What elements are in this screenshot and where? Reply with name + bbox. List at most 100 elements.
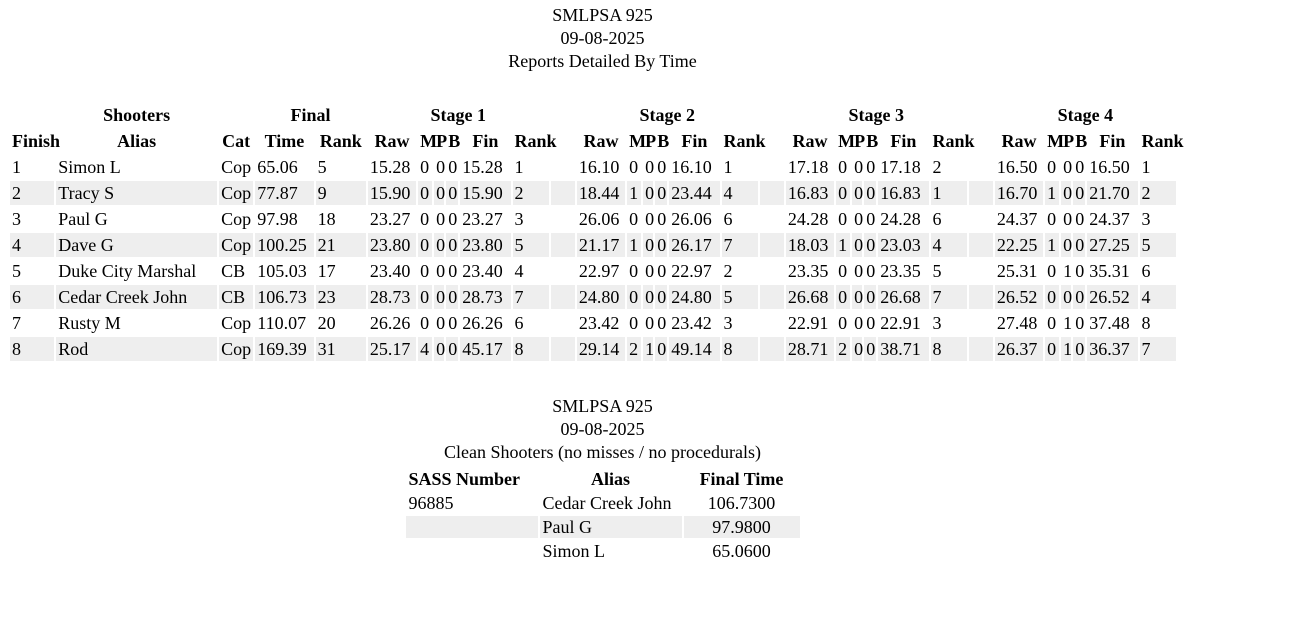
stage-b-column-header: B [866, 131, 879, 151]
stage-fin-column-header: Fin [1099, 131, 1126, 151]
stage-raw-cell: 16.83 [785, 181, 835, 205]
stage-bonus-cell: 0 [448, 261, 458, 281]
stage-gap-spacer [551, 103, 575, 127]
stage-bonus-cell: 0 [657, 261, 667, 281]
stage-fin-column-header: Fin [681, 131, 708, 151]
stage-gap-spacer [760, 155, 784, 179]
stage-bonus-cell: 0 [446, 337, 459, 361]
stage-miss-cell: 0 [838, 261, 848, 281]
stage-rank-column-header: Rank [514, 131, 557, 151]
stage-raw-cell: 22.97 [578, 261, 620, 281]
stage-raw-column-header: Raw [1001, 131, 1037, 151]
stage-final-cell: 24.80 [669, 285, 720, 309]
stage-miss-cell: 0 [629, 261, 639, 281]
stage-group-header: Stage 1 [430, 105, 487, 125]
shooters-group-header: Shooters [103, 105, 171, 125]
clean-shooters-table: SASS Number Alias Final Time 96885 Cedar … [404, 466, 802, 564]
stage-miss-cell: 0 [418, 181, 433, 205]
final-time-cell: 100.25 [255, 233, 314, 257]
shooter-row: 6 Cedar Creek John CB 106.73 23 28.73 0 0 0 28.73… [10, 285, 1176, 309]
alias-cell: Paul G [58, 209, 108, 229]
stage-procedural-cell: 0 [852, 337, 864, 361]
stage-gap-spacer [759, 285, 784, 309]
shooter-row: 2 Tracy S Cop 77.87 9 15.90 0 0 0 15.90 2 18.44 1 0 0 2… [10, 181, 1176, 205]
stage-gap-spacer [759, 181, 784, 205]
finish-cell: 8 [10, 337, 55, 361]
stage-gap-spacer [550, 233, 575, 257]
clean-final-time-cell: 97.9800 [683, 516, 800, 538]
stage-bonus-cell: 0 [1073, 181, 1086, 205]
stage-bonus-cell: 0 [1073, 233, 1086, 257]
stage-procedural-cell: 0 [852, 181, 864, 205]
stage-miss-cell: 0 [838, 157, 848, 177]
stage-procedural-cell: 0 [434, 181, 446, 205]
stage-procedural-cell: 0 [854, 261, 864, 281]
alias-cell: Simon L [58, 157, 121, 177]
stage-rank-cell: 4 [514, 261, 524, 281]
stage-raw-cell: 24.28 [787, 209, 829, 229]
stage-gap-spacer [551, 207, 575, 231]
stage-miss-cell: 0 [629, 157, 639, 177]
stage-gap-spacer [968, 285, 993, 309]
stage-bonus-cell: 0 [866, 157, 876, 177]
stage-gap-spacer [969, 259, 993, 283]
report-title-block: SMLPSA 925 09-08-2025 Reports Detailed B… [8, 4, 1197, 73]
stage-rank-cell: 1 [723, 157, 733, 177]
stage-bonus-cell: 0 [448, 313, 458, 333]
stage-miss-cell: 0 [838, 209, 848, 229]
stage-gap-spacer [969, 103, 993, 127]
alias-cell: Cedar Creek John [56, 285, 218, 309]
stage-rank-cell: 5 [1139, 233, 1176, 257]
stage-rank-cell: 4 [1139, 285, 1176, 309]
stage-final-cell: 16.10 [671, 157, 712, 177]
stage-final-cell: 22.97 [671, 261, 712, 281]
stage-raw-cell: 17.18 [787, 157, 829, 177]
stage-raw-cell: 18.44 [576, 181, 626, 205]
results-by-time-table: Shooters Final Stage 1 Stage 2 Stage 3 Stage … [8, 101, 1184, 363]
stage-final-cell: 15.28 [462, 157, 503, 177]
stage-procedural-cell: 0 [434, 337, 446, 361]
stage-final-cell: 23.35 [880, 261, 921, 281]
cat-cell: CB [221, 261, 246, 281]
stage-fin-column-header: Fin [890, 131, 917, 151]
final-group-header: Final [290, 105, 331, 125]
stage-miss-cell: 0 [420, 209, 430, 229]
stage-bonus-cell: 0 [864, 233, 877, 257]
stage-gap-spacer [551, 311, 575, 335]
stage-raw-cell: 21.17 [576, 233, 626, 257]
finish-cell: 4 [10, 233, 55, 257]
stage-raw-cell: 16.70 [994, 181, 1044, 205]
stage-miss-cell: 2 [627, 337, 642, 361]
stage-rank-cell: 5 [512, 233, 549, 257]
finish-cell: 2 [10, 181, 55, 205]
stage-raw-cell: 24.37 [996, 209, 1038, 229]
shooter-row: 7 Rusty M Cop 110.07 20 26.26 0 0 0 26.26 6 23.42 0 0… [10, 311, 1176, 335]
cat-column-header: Cat [222, 131, 251, 151]
final-rank-cell: 31 [315, 337, 366, 361]
cat-cell: Cop [219, 181, 254, 205]
stage-rank-cell: 1 [1141, 157, 1151, 177]
stage-gap-spacer [760, 259, 784, 283]
stage-group-header: Stage 2 [639, 105, 696, 125]
stage-final-cell: 26.17 [669, 233, 720, 257]
stage-raw-cell: 28.73 [367, 285, 417, 309]
stage-fin-column-header: Fin [472, 131, 499, 151]
final-rank-cell: 17 [317, 261, 336, 281]
final-time-cell: 105.03 [257, 261, 307, 281]
stage-raw-cell: 15.90 [367, 181, 417, 205]
stage-gap-spacer [550, 285, 575, 309]
stage-miss-cell: 0 [420, 313, 430, 333]
clean-shooter-row: 96885 Cedar Creek John 106.7300 [406, 492, 800, 514]
stage-raw-cell: 16.50 [996, 157, 1038, 177]
stage-miss-cell: 0 [1047, 313, 1057, 333]
stage-gap-spacer [760, 207, 784, 231]
clean-title: SMLPSA 925 [552, 396, 653, 416]
stage-procedural-cell: 0 [645, 157, 655, 177]
stage-miss-cell: 0 [420, 157, 430, 177]
stage-rank-column-header: Rank [1141, 131, 1184, 151]
clean-title-block: SMLPSA 925 09-08-2025 Clean Shooters (no… [8, 395, 1197, 464]
stage-procedural-cell: 0 [436, 157, 446, 177]
report-title: SMLPSA 925 [552, 5, 653, 25]
stage-bonus-cell: 0 [657, 313, 667, 333]
clean-header-alias: Alias [590, 469, 630, 489]
